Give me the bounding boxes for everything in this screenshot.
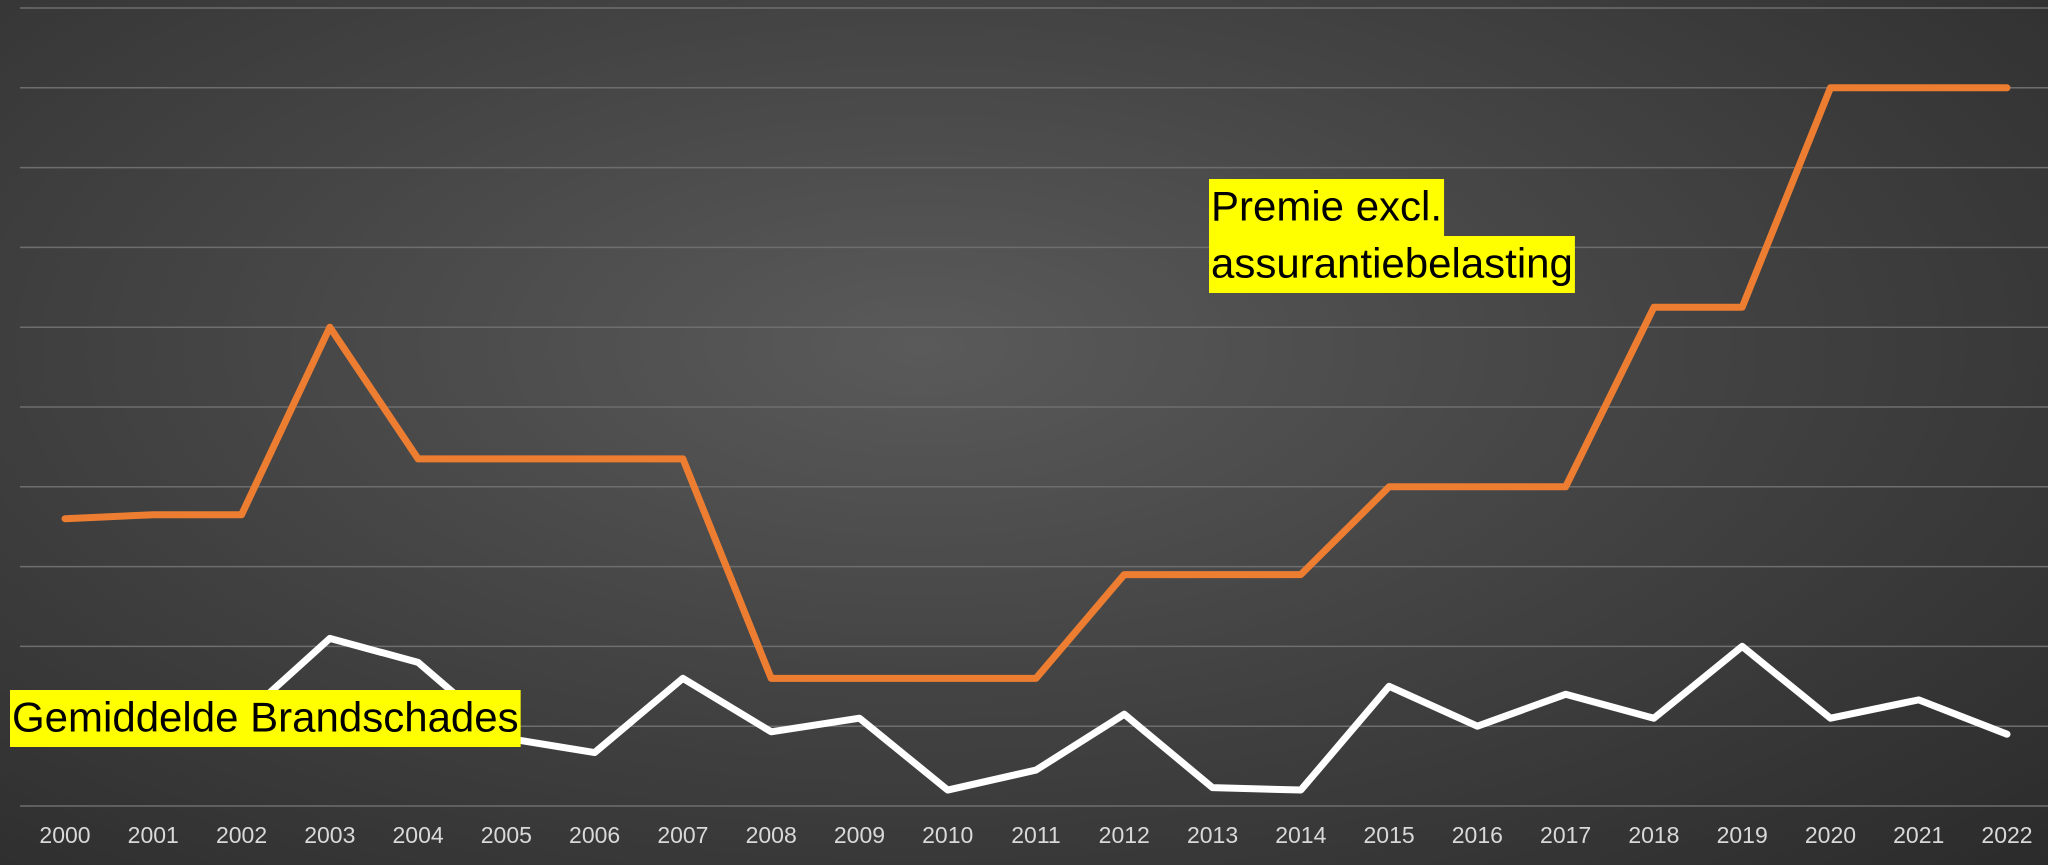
x-tick-label: 2016 [1452, 822, 1503, 848]
annotation-highlight [1209, 236, 1575, 293]
x-tick-label: 2006 [569, 822, 620, 848]
x-tick-label: 2019 [1717, 822, 1768, 848]
x-tick-label: 2018 [1628, 822, 1679, 848]
annotation-highlight [1209, 179, 1445, 236]
series-line [61, 84, 2011, 682]
annotation-text: Gemiddelde Brandschades [12, 694, 519, 741]
x-tick-label: 2011 [1011, 822, 1060, 848]
x-tick-label: 2003 [304, 822, 355, 848]
x-tick-label: 2012 [1099, 822, 1150, 848]
annotation: Premie excl. assurantiebelasting [1209, 179, 1575, 293]
x-tick-label: 2021 [1893, 822, 1944, 848]
x-tick-label: 2015 [1364, 822, 1415, 848]
x-tick-label: 2002 [216, 822, 267, 848]
x-tick-label: 2013 [1187, 822, 1238, 848]
annotation-text: Premie excl. [1211, 183, 1442, 230]
x-tick-label: 2014 [1275, 822, 1326, 848]
x-tick-label: 2005 [481, 822, 532, 848]
x-tick-label: 2004 [393, 822, 444, 848]
x-tick-label: 2000 [39, 822, 90, 848]
x-tick-label: 2008 [746, 822, 797, 848]
x-tick-label: 2017 [1540, 822, 1591, 848]
x-tick-label: 2022 [1981, 822, 2032, 848]
x-tick-label: 2007 [657, 822, 708, 848]
annotation-text: assurantiebelasting [1211, 240, 1573, 287]
x-tick-label: 2020 [1805, 822, 1856, 848]
annotation-highlight [10, 690, 521, 747]
annotation: Gemiddelde Brandschades [10, 690, 521, 747]
x-tick-label: 2009 [834, 822, 885, 848]
x-tick-label: 2001 [128, 822, 179, 848]
x-tick-label: 2010 [922, 822, 973, 848]
series-line [61, 634, 2011, 794]
